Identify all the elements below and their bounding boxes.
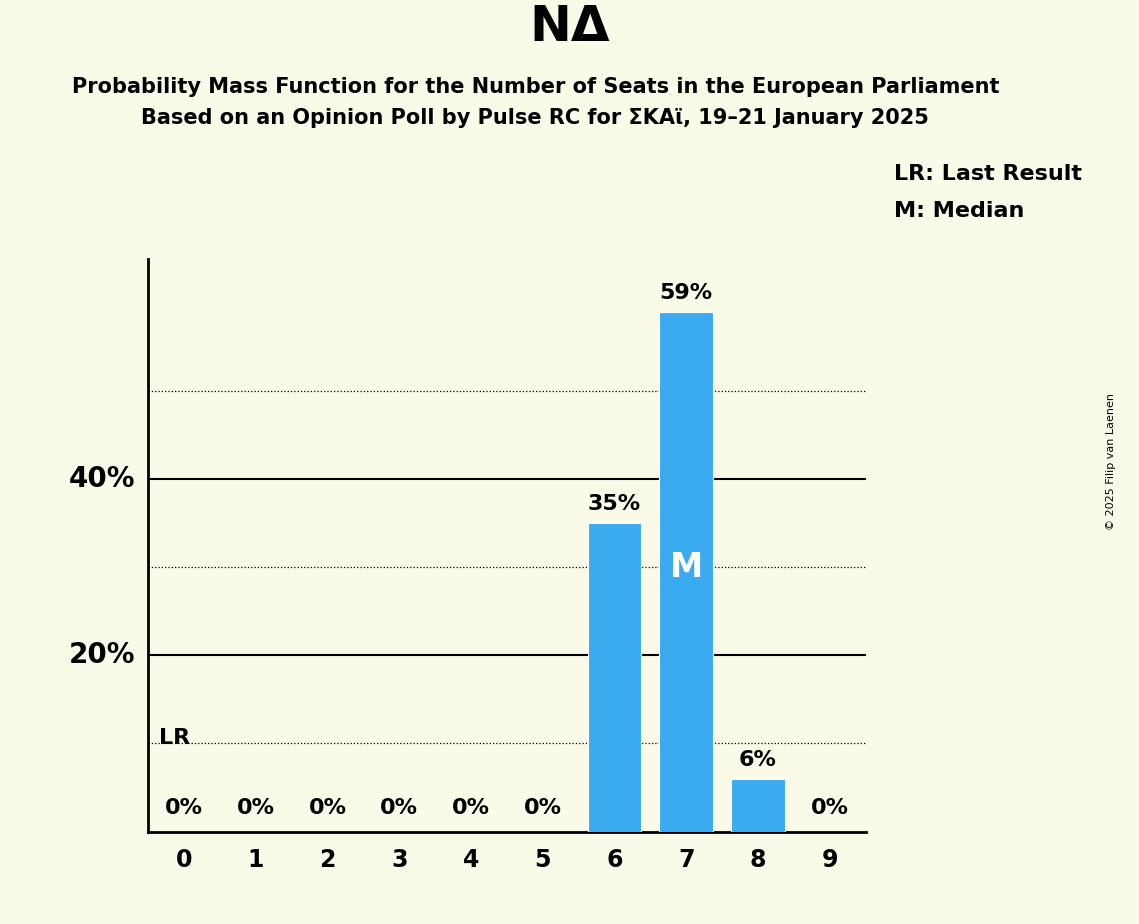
Bar xyxy=(731,779,785,832)
Bar xyxy=(588,523,641,832)
Text: © 2025 Filip van Laenen: © 2025 Filip van Laenen xyxy=(1106,394,1115,530)
Text: 0%: 0% xyxy=(380,798,418,819)
Text: 0%: 0% xyxy=(524,798,562,819)
Text: 59%: 59% xyxy=(659,283,713,303)
Text: 6%: 6% xyxy=(739,750,777,770)
Text: NΔ: NΔ xyxy=(530,3,609,51)
Text: 40%: 40% xyxy=(68,465,136,493)
Text: 20%: 20% xyxy=(68,641,136,669)
Text: LR: Last Result: LR: Last Result xyxy=(894,164,1082,185)
Text: Probability Mass Function for the Number of Seats in the European Parliament: Probability Mass Function for the Number… xyxy=(72,77,999,97)
Text: Based on an Opinion Poll by Pulse RC for ΣKAϊ, 19–21 January 2025: Based on an Opinion Poll by Pulse RC for… xyxy=(141,107,929,128)
Text: M: M xyxy=(670,551,703,584)
Text: M: Median: M: Median xyxy=(894,201,1024,222)
Text: 0%: 0% xyxy=(237,798,274,819)
Text: LR: LR xyxy=(158,728,190,748)
Text: 0%: 0% xyxy=(811,798,849,819)
Text: 0%: 0% xyxy=(309,798,346,819)
Bar xyxy=(659,311,713,832)
Text: 0%: 0% xyxy=(165,798,203,819)
Text: 35%: 35% xyxy=(588,494,641,515)
Text: 0%: 0% xyxy=(452,798,490,819)
